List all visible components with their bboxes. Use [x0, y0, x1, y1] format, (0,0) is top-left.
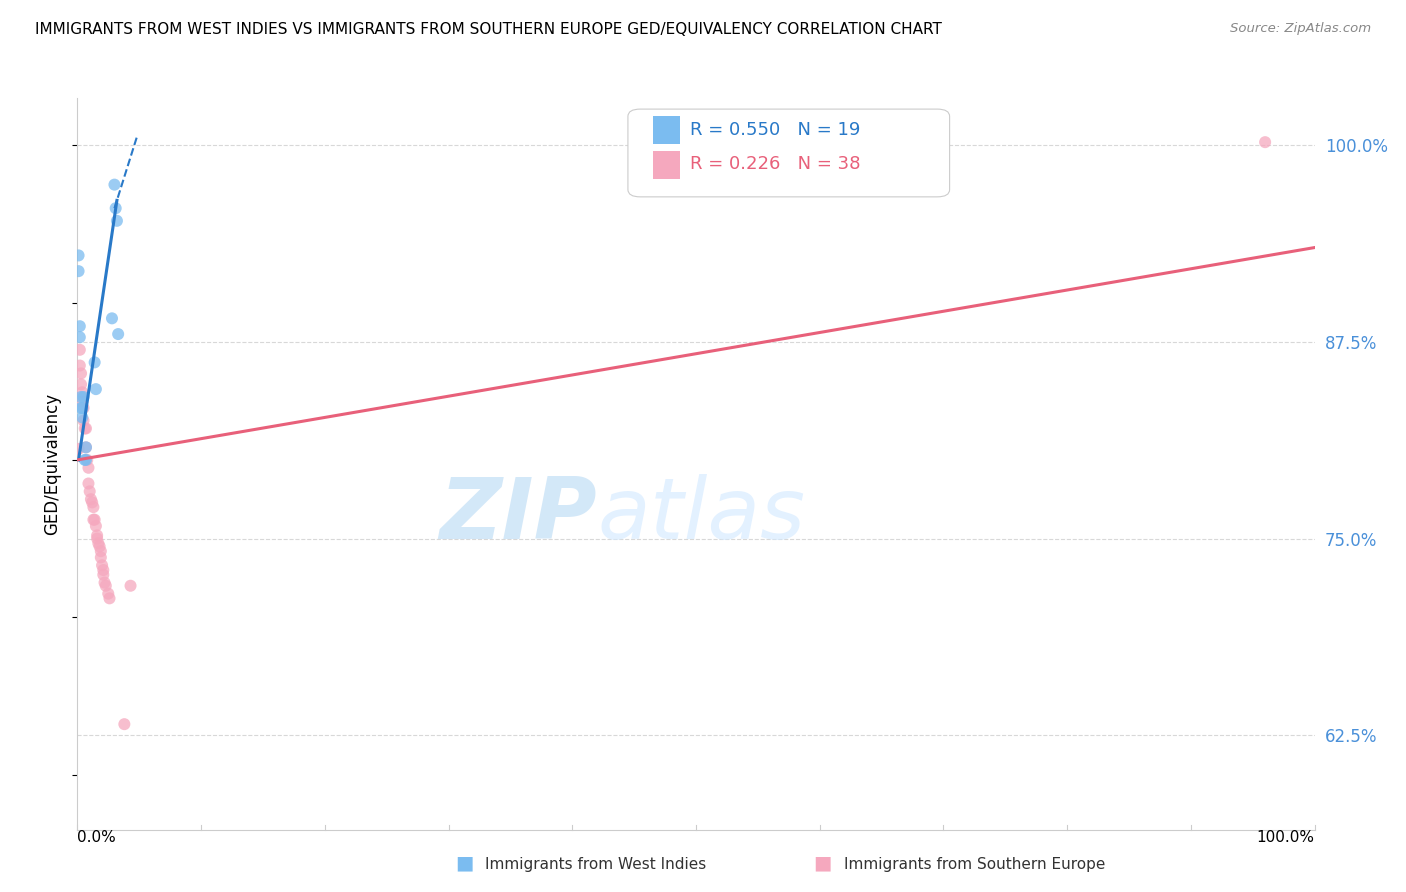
- Point: [84, 519, 107, 533]
- Point: [72, 401, 94, 415]
- Point: [87, 536, 110, 550]
- Text: Immigrants from Southern Europe: Immigrants from Southern Europe: [844, 857, 1105, 872]
- Point: [86, 528, 108, 542]
- Text: R = 0.550   N = 19: R = 0.550 N = 19: [690, 120, 860, 138]
- Point: [93, 575, 115, 590]
- Point: [91, 558, 114, 573]
- Point: [112, 717, 135, 731]
- Point: [120, 579, 142, 593]
- Point: [94, 579, 117, 593]
- Point: [83, 355, 105, 369]
- Point: [86, 532, 108, 546]
- Text: atlas: atlas: [598, 474, 806, 557]
- Point: [83, 513, 105, 527]
- Point: [75, 453, 97, 467]
- Text: ■: ■: [813, 854, 832, 872]
- FancyBboxPatch shape: [628, 109, 949, 197]
- Point: [104, 201, 127, 215]
- Point: [97, 586, 120, 600]
- Point: [73, 421, 96, 435]
- Point: [1254, 135, 1277, 149]
- FancyBboxPatch shape: [652, 151, 681, 178]
- Point: [105, 214, 128, 228]
- Point: [72, 410, 94, 425]
- Point: [67, 248, 90, 262]
- Point: [101, 311, 124, 326]
- Point: [73, 453, 96, 467]
- Text: R = 0.226   N = 38: R = 0.226 N = 38: [690, 155, 860, 173]
- Text: ■: ■: [454, 854, 474, 872]
- Point: [76, 453, 98, 467]
- Y-axis label: GED/Equivalency: GED/Equivalency: [44, 392, 62, 535]
- Point: [72, 385, 94, 400]
- Point: [70, 367, 93, 381]
- Point: [70, 401, 93, 415]
- Point: [79, 484, 101, 499]
- Point: [67, 442, 90, 456]
- Point: [107, 327, 129, 342]
- Point: [82, 500, 104, 514]
- Point: [69, 343, 91, 357]
- Point: [82, 495, 104, 509]
- Text: ZIP: ZIP: [439, 474, 598, 557]
- FancyBboxPatch shape: [652, 117, 681, 145]
- Point: [70, 390, 93, 404]
- Point: [82, 513, 104, 527]
- Point: [72, 390, 94, 404]
- Point: [75, 440, 97, 454]
- Text: 0.0%: 0.0%: [77, 830, 117, 845]
- Text: Source: ZipAtlas.com: Source: ZipAtlas.com: [1230, 22, 1371, 36]
- Point: [84, 382, 107, 396]
- Point: [69, 330, 91, 344]
- Point: [72, 394, 94, 409]
- Point: [67, 264, 90, 278]
- Point: [89, 540, 111, 554]
- Point: [75, 421, 97, 435]
- Point: [77, 460, 100, 475]
- Text: 100.0%: 100.0%: [1257, 830, 1315, 845]
- Point: [91, 567, 114, 582]
- Point: [91, 563, 114, 577]
- Point: [90, 550, 112, 565]
- Point: [90, 544, 112, 558]
- Point: [80, 492, 103, 507]
- Point: [98, 591, 121, 606]
- Text: IMMIGRANTS FROM WEST INDIES VS IMMIGRANTS FROM SOUTHERN EUROPE GED/EQUIVALENCY C: IMMIGRANTS FROM WEST INDIES VS IMMIGRANT…: [35, 22, 942, 37]
- Text: Immigrants from West Indies: Immigrants from West Indies: [485, 857, 706, 872]
- Point: [103, 178, 125, 192]
- Point: [72, 401, 94, 415]
- Point: [69, 359, 91, 373]
- Point: [77, 476, 100, 491]
- Point: [75, 440, 97, 454]
- Point: [70, 377, 93, 392]
- Point: [69, 319, 91, 334]
- Point: [72, 414, 94, 428]
